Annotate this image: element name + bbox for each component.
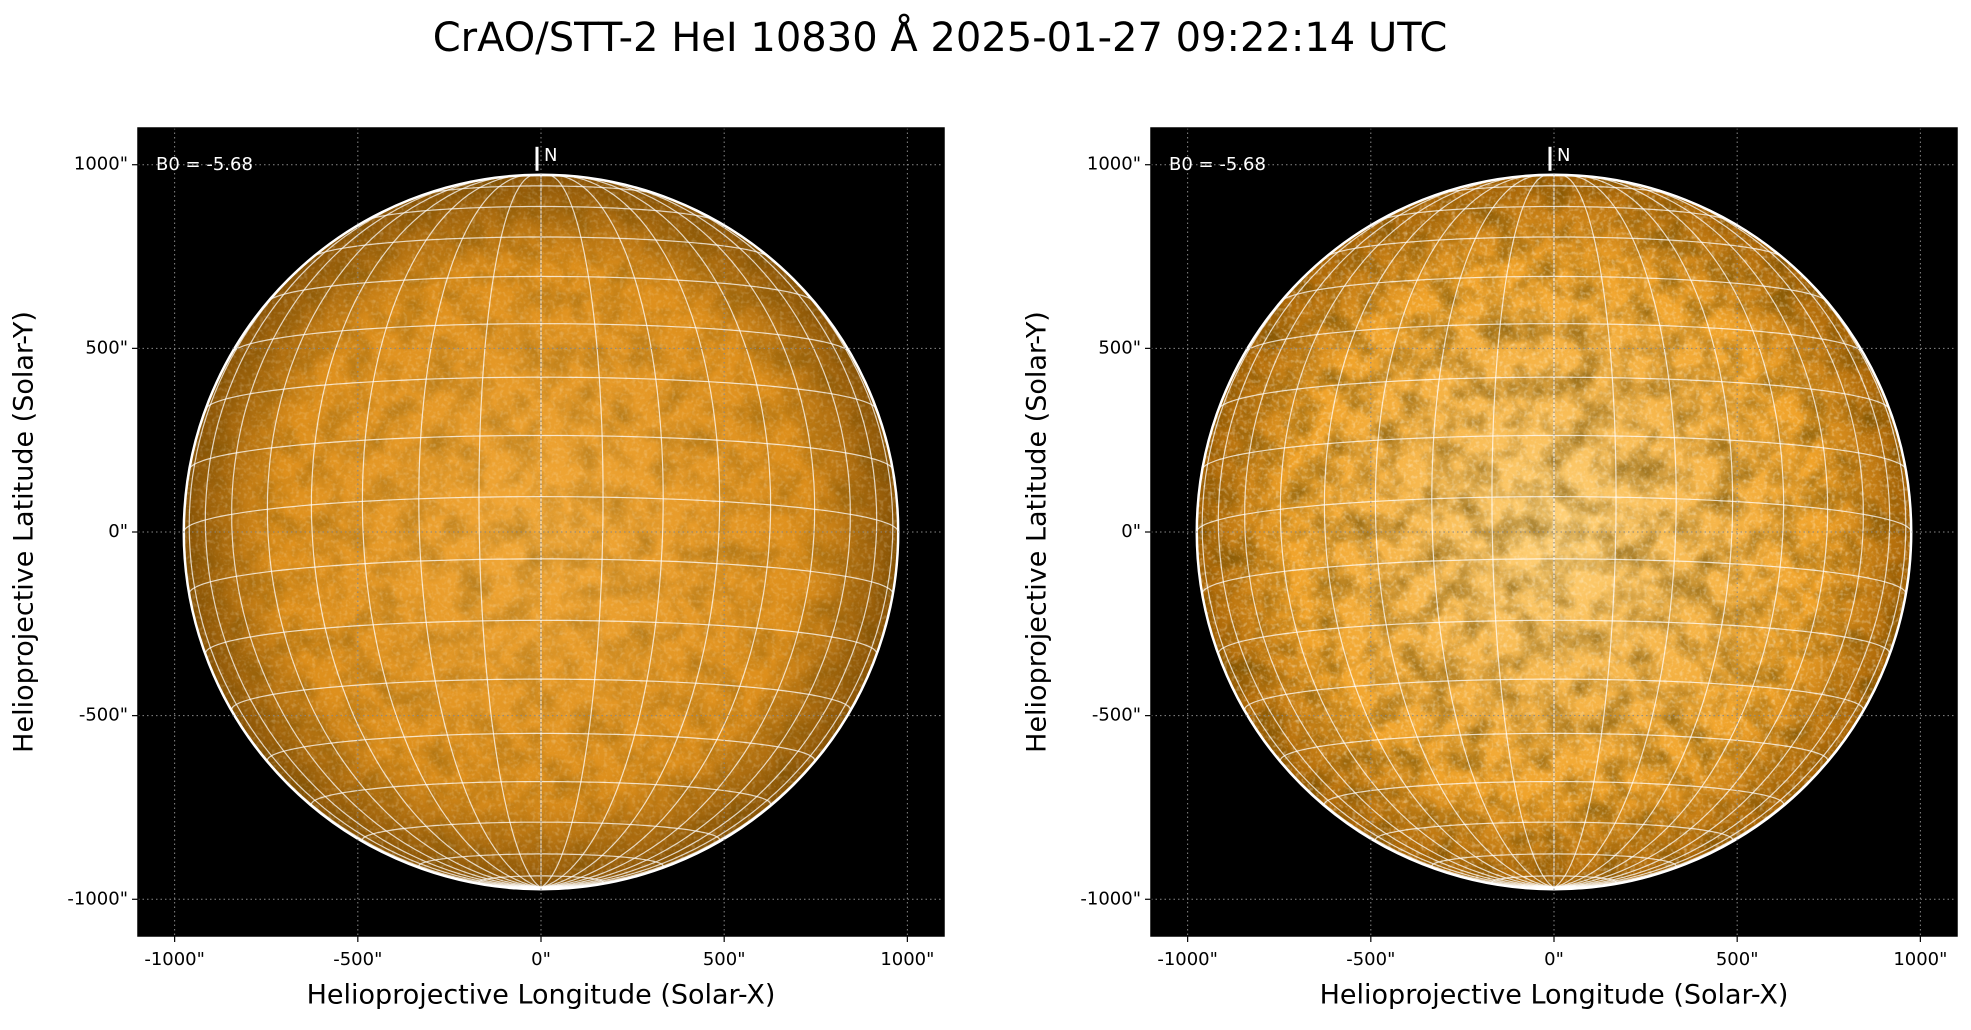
heliographic-grid: [1201, 558, 1907, 594]
y-tick-label: -500": [79, 705, 128, 726]
x-tick-label: -1000": [144, 949, 205, 970]
heliographic-grid: [1244, 678, 1864, 711]
heliographic-grid: [231, 678, 851, 711]
heliographic-grid: [540, 174, 664, 889]
heliographic-grid: [1431, 174, 1555, 889]
heliographic-grid: [183, 495, 899, 533]
heliographic-grid: [1491, 174, 1555, 888]
heliographic-grid: [1377, 205, 1731, 222]
panel: -1000" -500" 0" 500" 1000" -1000" -500" 0" 500" 1…: [9, 127, 945, 1011]
north-label: N: [544, 145, 557, 166]
heliographic-grid: [1553, 174, 1617, 888]
x-tick-label: 0": [1544, 949, 1564, 970]
heliographic-grid: [1244, 323, 1864, 353]
heliographic-grid: [1374, 175, 1555, 889]
heliographic-grid: [423, 185, 659, 196]
heliographic-grid: [540, 175, 772, 889]
x-tick-label: 500": [703, 949, 746, 970]
heliographic-grid: [1201, 220, 1555, 889]
heliographic-grid: [361, 175, 542, 889]
heliographic-grid: [205, 376, 877, 409]
heliographic-grid: [540, 189, 878, 889]
x-axis-label: Helioprojective Longitude (Solar-X): [307, 980, 776, 1011]
y-tick-label: -500": [1092, 705, 1141, 726]
heliographic-grid: [1196, 495, 1912, 533]
heliographic-grid: [310, 175, 542, 889]
heliographic-grid: [204, 189, 542, 889]
x-tick-label: 0": [531, 949, 551, 970]
x-tick-label: -1000": [1157, 949, 1218, 970]
heliographic-grid: [540, 174, 604, 888]
x-tick-label: -500": [1346, 949, 1395, 970]
heliographic-grid: [268, 275, 814, 302]
heliographic-grid: [1436, 185, 1672, 196]
heliographic-grid: [1553, 175, 1734, 889]
y-axis-label: Helioprojective Latitude (Solar-Y): [1022, 311, 1053, 753]
axes-frame: [137, 127, 945, 937]
heliographic-grid: [266, 177, 542, 889]
heliographic-grid: [231, 323, 851, 353]
north-label: N: [1557, 145, 1570, 166]
figure-title: CrAO/STT-2 HeI 10830 Å 2025-01-27 09:22:…: [433, 13, 1448, 61]
heliographic-grid: [1217, 619, 1891, 655]
y-tick-label: 500": [85, 337, 128, 358]
axes-frame: [1150, 127, 1958, 937]
heliographic-grid: [1323, 175, 1555, 889]
x-tick-label: -500": [333, 949, 382, 970]
heliographic-grid: [1553, 175, 1785, 889]
heliographic-grid: [266, 732, 816, 763]
heliographic-grid: [1553, 177, 1829, 889]
heliographic-grid: [478, 174, 542, 888]
heliographic-grid: [1218, 376, 1890, 409]
heliographic-grid: [1279, 732, 1829, 763]
x-tick-label: 500": [1716, 949, 1759, 970]
y-tick-label: 0": [1121, 521, 1141, 542]
heliographic-grid: [540, 175, 721, 889]
heliographic-grid: [188, 220, 542, 889]
y-axis-label: Helioprojective Latitude (Solar-Y): [9, 311, 40, 753]
x-axis-label: Helioprojective Longitude (Solar-X): [1320, 980, 1789, 1011]
panel: -1000" -500" 0" 500" 1000" -1000" -500" 0" 500" 1…: [1022, 127, 1958, 1011]
x-tick-label: 1000": [1893, 949, 1947, 970]
b0-annotation: B0 = -5.68: [1169, 154, 1266, 175]
y-tick-label: 0": [108, 521, 128, 542]
y-tick-label: -1000": [67, 888, 128, 909]
heliographic-grid: [540, 220, 894, 889]
heliographic-grid: [1553, 189, 1891, 889]
y-tick-label: 1000": [1087, 154, 1141, 175]
heliographic-grid: [1217, 189, 1555, 889]
heliographic-grid: [204, 619, 878, 655]
y-tick-label: 500": [1098, 337, 1141, 358]
x-tick-label: 1000": [880, 949, 934, 970]
heliographic-grid: [1553, 174, 1677, 889]
heliographic-grid: [1279, 177, 1555, 889]
y-tick-label: -1000": [1080, 888, 1141, 909]
heliographic-grid: [418, 174, 542, 889]
heliographic-grid: [364, 205, 718, 222]
heliographic-grid: [1281, 275, 1827, 302]
b0-annotation: B0 = -5.68: [156, 154, 253, 175]
heliographic-grid: [540, 177, 816, 889]
heliographic-grid: [188, 558, 894, 594]
y-tick-label: 1000": [74, 154, 128, 175]
heliographic-grid: [1553, 220, 1907, 889]
